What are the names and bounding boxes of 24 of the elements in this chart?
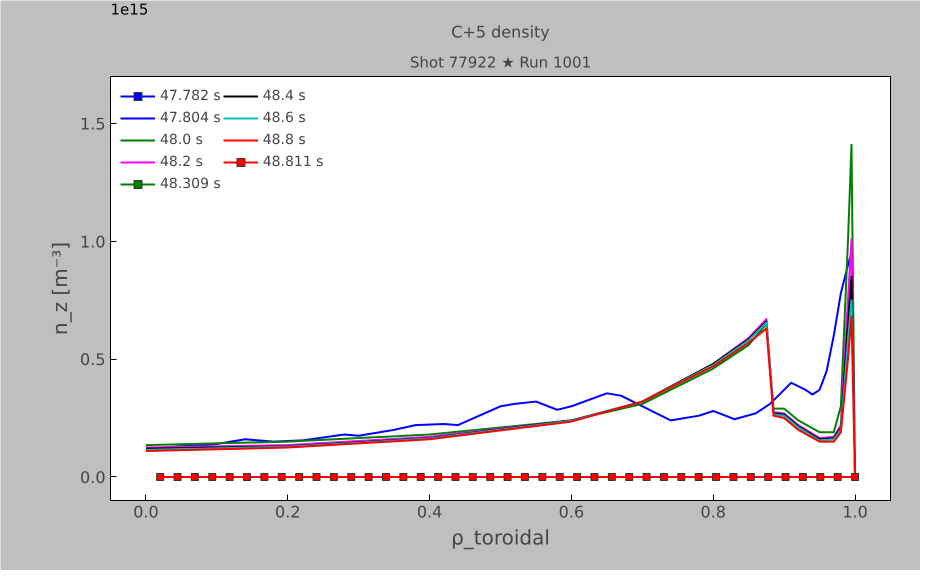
legend-label: 48.8 s [262, 132, 306, 148]
legend-label: 48.811 s [262, 154, 324, 170]
chart-title: C+5 density [451, 22, 550, 42]
legend-label: 47.804 s [160, 110, 221, 126]
y-tick-label: 1.5 [80, 114, 106, 134]
x-tick-label: 0.2 [275, 502, 301, 522]
legend-label: 48.6 s [262, 110, 306, 126]
legend-label: 48.309 s [160, 176, 221, 192]
x-tick-label: 0.4 [416, 502, 442, 522]
legend-label: 48.4 s [262, 88, 306, 104]
legend-label: 48.0 s [160, 132, 203, 148]
y-tick-label: 1.0 [80, 232, 106, 252]
legend-label: 48.2 s [160, 154, 203, 170]
x-axis-title: ρ_toroidal [451, 526, 550, 550]
y-tick-label: 0.5 [80, 350, 106, 370]
x-tick-label: 0.8 [700, 502, 726, 522]
x-tick-label: 0.0 [133, 502, 159, 522]
text: 1e15 [110, 0, 148, 18]
legend-label: 47.782 s [160, 88, 221, 104]
y-tick-label: 0.0 [80, 468, 106, 487]
chart-subtitle: Shot 77922 ★ Run 1001 [410, 54, 592, 72]
x-tick-label: 1.0 [842, 502, 868, 522]
y-axis-title: n_z [m⁻³] [48, 242, 72, 336]
x-tick-label: 0.6 [558, 502, 584, 522]
